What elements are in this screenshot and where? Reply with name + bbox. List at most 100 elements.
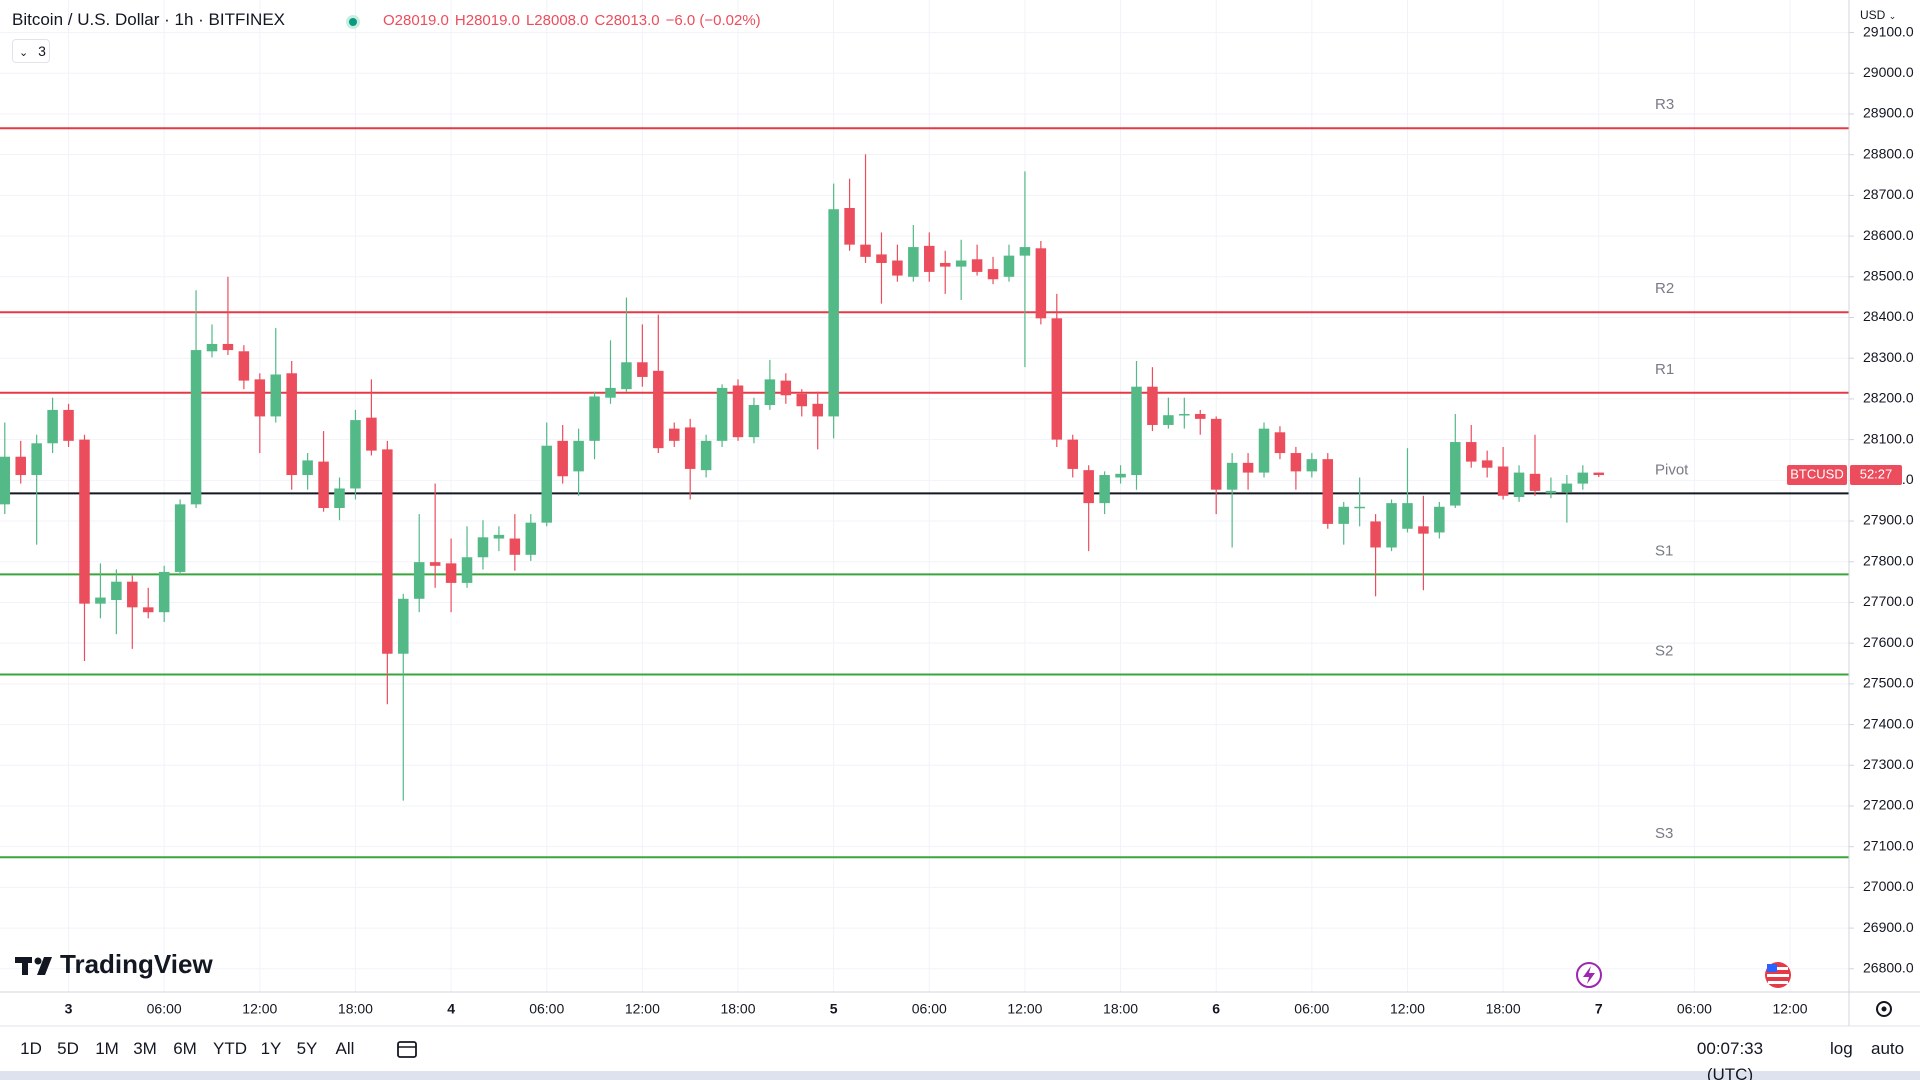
bottom-strip (0, 1071, 1920, 1080)
candle-body (637, 362, 648, 377)
candle-body (1179, 413, 1190, 416)
x-tick-label: 7 (1595, 1001, 1603, 1017)
candle-body (541, 445, 552, 523)
candle-body (653, 370, 664, 449)
y-tick-label: 28800.0 (1863, 145, 1914, 161)
candle-body (461, 557, 473, 583)
candle-body (0, 456, 11, 505)
gear-icon[interactable] (1876, 1001, 1892, 1017)
x-tick-label: 5 (830, 1001, 838, 1017)
candle-body (270, 374, 282, 417)
x-tick-label: 6 (1212, 1001, 1220, 1017)
candle-body (573, 440, 584, 472)
candle-body (1545, 490, 1557, 494)
chevron: ⌄ (19, 47, 29, 59)
candle-body (95, 597, 106, 604)
range-button[interactable]: 5Y (296, 1039, 318, 1058)
auto-toggle[interactable]: auto (1871, 1039, 1905, 1058)
flag-stripe (1768, 981, 1788, 984)
candle-body (732, 385, 744, 438)
y-tick-label: 28100.0 (1863, 430, 1914, 446)
candle-body (1115, 473, 1126, 478)
candle-body (31, 443, 42, 476)
candle-body (350, 420, 361, 489)
x-tick-label: 12:00 (1390, 1001, 1425, 1017)
flag-canton (1767, 964, 1777, 972)
symbol-tag (1787, 465, 1847, 486)
range-button[interactable]: 5D (57, 1039, 79, 1058)
candle-body (477, 537, 489, 558)
y-tick-label: 26800.0 (1863, 960, 1914, 976)
y-tick-label: 28600.0 (1863, 227, 1914, 243)
x-tick-label: 12:00 (625, 1001, 660, 1017)
candle-body (1258, 428, 1270, 473)
level-label: R3 (1655, 96, 1674, 113)
candle-body (796, 394, 808, 407)
x-tick-label: 06:00 (912, 1001, 947, 1017)
event-icon[interactable] (1765, 962, 1791, 988)
candle-body (780, 380, 792, 396)
candle-body (844, 208, 855, 245)
candle-body (1274, 432, 1286, 454)
candle-body (1402, 503, 1413, 529)
candle-body (158, 571, 170, 613)
x-tick-label: 06:00 (529, 1001, 564, 1017)
candle-body (142, 607, 154, 613)
candle-body (429, 562, 441, 566)
candle-body (63, 409, 74, 441)
candle-body (908, 247, 919, 277)
ohlc-value: O28019.0 (383, 12, 449, 29)
settings-button[interactable] (1876, 1001, 1892, 1017)
candle-body (222, 343, 234, 351)
candle-body (1163, 415, 1174, 425)
y-tick-label: 28400.0 (1863, 308, 1914, 324)
ohlc-value: H28019.0 (454, 12, 520, 29)
currency[interactable]: USD (1860, 8, 1886, 22)
market-status[interactable] (346, 15, 360, 29)
range-button[interactable]: All (335, 1039, 355, 1058)
candle-body (1242, 462, 1254, 473)
symbol-title[interactable]: Bitcoin / U.S. Dollar · 1h · BITFINEX (12, 10, 286, 29)
date-range-button[interactable] (397, 1041, 417, 1058)
ohlc-value: C28013.0 (594, 12, 660, 29)
candle-body (1210, 418, 1222, 490)
y-tick-label: 27900.0 (1863, 512, 1914, 528)
log-toggle[interactable]: log (1830, 1039, 1853, 1058)
flag-stripe (1767, 974, 1789, 977)
x-tick-label: 12:00 (1772, 1001, 1807, 1017)
range-button[interactable]: 3M (133, 1039, 157, 1058)
candle-body (525, 522, 537, 555)
candle-body (589, 396, 600, 441)
event-icon[interactable] (1576, 962, 1602, 988)
candle-body (876, 254, 887, 263)
range-button[interactable]: 1D (20, 1039, 42, 1058)
range-button[interactable]: 1Y (260, 1039, 282, 1058)
candle-body (1131, 386, 1142, 476)
candle-body (700, 440, 712, 471)
gear-center (1881, 1006, 1887, 1012)
range-button[interactable]: 1M (95, 1039, 119, 1058)
y-tick-label: 28500.0 (1863, 268, 1914, 284)
currency-selector[interactable]: USD ⌄ (1860, 8, 1896, 22)
pivot-levels: R3 R2 R1 Pivot S1 S2 S3 (0, 96, 1849, 859)
brand-logo: TradingView (15, 949, 213, 979)
range-button[interactable]: YTD (213, 1039, 247, 1058)
price-tag (1850, 465, 1902, 486)
calendar-icon[interactable] (397, 1041, 417, 1058)
y-tick-label: 27500.0 (1863, 675, 1914, 691)
range-button[interactable]: 6M (173, 1039, 197, 1058)
candle-body (1386, 503, 1397, 548)
candle-body (286, 373, 297, 476)
candle-body (1147, 386, 1158, 425)
candle-body (1370, 521, 1381, 548)
grid (0, 0, 1849, 992)
candle-body (828, 209, 839, 417)
brand-name: TradingView (60, 949, 213, 979)
logo-part (34, 957, 42, 965)
utc-clock[interactable]: 00:07:33 (UTC) (1696, 1039, 1764, 1080)
indicator-toggle[interactable]: ⌄ 3 (12, 39, 50, 63)
y-tick-label: 27200.0 (1863, 797, 1914, 813)
x-tick-label: 06:00 (1677, 1001, 1712, 1017)
